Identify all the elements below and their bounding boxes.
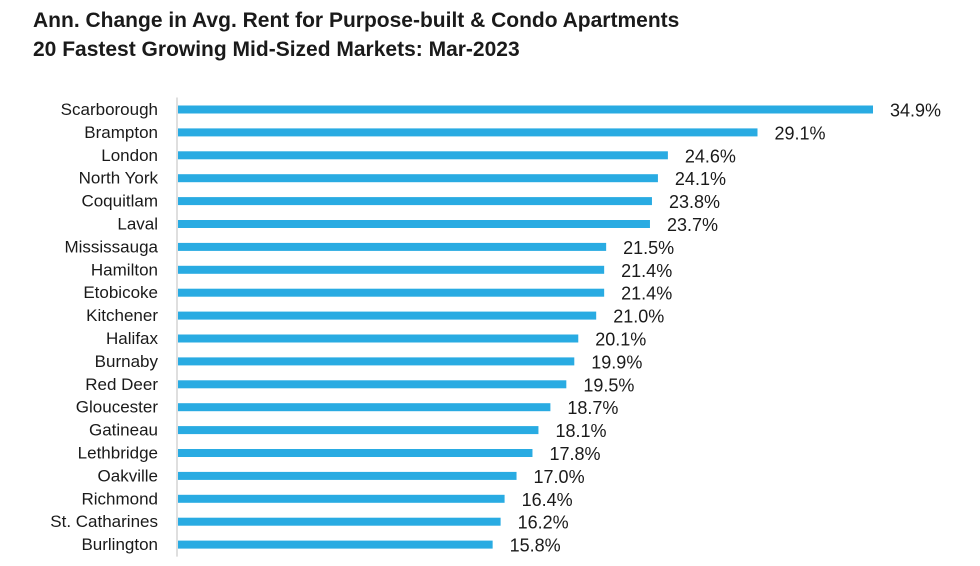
bar [178, 220, 650, 228]
value-label: 23.7% [667, 215, 718, 235]
value-label: 19.9% [591, 352, 642, 372]
bar [178, 357, 575, 366]
value-label: 29.1% [774, 123, 825, 143]
value-label: 16.4% [522, 490, 573, 510]
category-label: Mississauga [64, 237, 158, 256]
value-label: 21.5% [623, 238, 674, 258]
value-label: 34.9% [890, 101, 941, 121]
category-label: Kitchener [86, 306, 158, 325]
bar [178, 288, 605, 297]
bar [178, 471, 517, 480]
category-label: Red Deer [85, 375, 158, 394]
bar [178, 174, 658, 183]
bar [178, 380, 567, 389]
category-label: North York [79, 169, 159, 188]
category-label: Brampton [84, 123, 158, 142]
value-label: 18.1% [555, 421, 606, 441]
bar [178, 242, 607, 251]
bar [178, 128, 758, 137]
chart-title-block: Ann. Change in Avg. Rent for Purpose-bui… [33, 6, 963, 64]
value-label: 20.1% [595, 330, 646, 350]
value-label: 19.5% [583, 375, 634, 395]
bar [178, 403, 551, 412]
bar [178, 197, 652, 206]
category-label: Hamilton [91, 260, 158, 279]
value-label: 17.0% [534, 467, 585, 487]
value-label: 17.8% [549, 444, 600, 464]
value-label: 16.2% [518, 513, 569, 533]
bar [178, 426, 539, 435]
category-label: Gatineau [89, 421, 158, 440]
value-label: 18.7% [567, 398, 618, 418]
bars-group [178, 105, 873, 549]
category-label: Etobicoke [83, 283, 158, 302]
category-label: Gloucester [76, 398, 159, 417]
category-labels-group: Scarborough Brampton London North York Coqui… [50, 100, 158, 554]
value-label: 21.0% [613, 307, 664, 327]
value-labels-group: 34.9% 29.1% 24.6% 24.1% 23.8% 23.7% 21.5% 21.4%… [510, 101, 941, 556]
category-label: Laval [117, 215, 158, 234]
bar [178, 494, 505, 503]
bar [178, 311, 597, 320]
category-label: St. Catharines [50, 512, 158, 531]
value-label: 24.6% [685, 146, 736, 166]
category-label: Burnaby [95, 352, 159, 371]
category-label: Coquitlam [81, 192, 158, 211]
category-label: Lethbridge [78, 444, 158, 463]
category-label: Burlington [81, 535, 158, 554]
value-label: 15.8% [510, 536, 561, 556]
bar [178, 449, 533, 457]
value-label: 23.8% [669, 192, 720, 212]
category-label: Richmond [81, 489, 158, 508]
bar [178, 265, 605, 274]
value-label: 21.4% [621, 284, 672, 304]
value-label: 21.4% [621, 261, 672, 281]
chart-title: Ann. Change in Avg. Rent for Purpose-bui… [33, 9, 680, 32]
bar [178, 105, 873, 114]
bar [178, 540, 493, 549]
bar [178, 151, 668, 160]
category-label: Halifax [106, 329, 158, 348]
value-label: 24.1% [675, 169, 726, 189]
chart-subtitle: 20 Fastest Growing Mid-Sized Markets: Ma… [33, 38, 520, 61]
category-label: Scarborough [61, 100, 158, 119]
bar [178, 517, 501, 526]
category-label: London [101, 146, 158, 165]
category-label: Oakville [98, 466, 158, 485]
bar [178, 334, 579, 343]
